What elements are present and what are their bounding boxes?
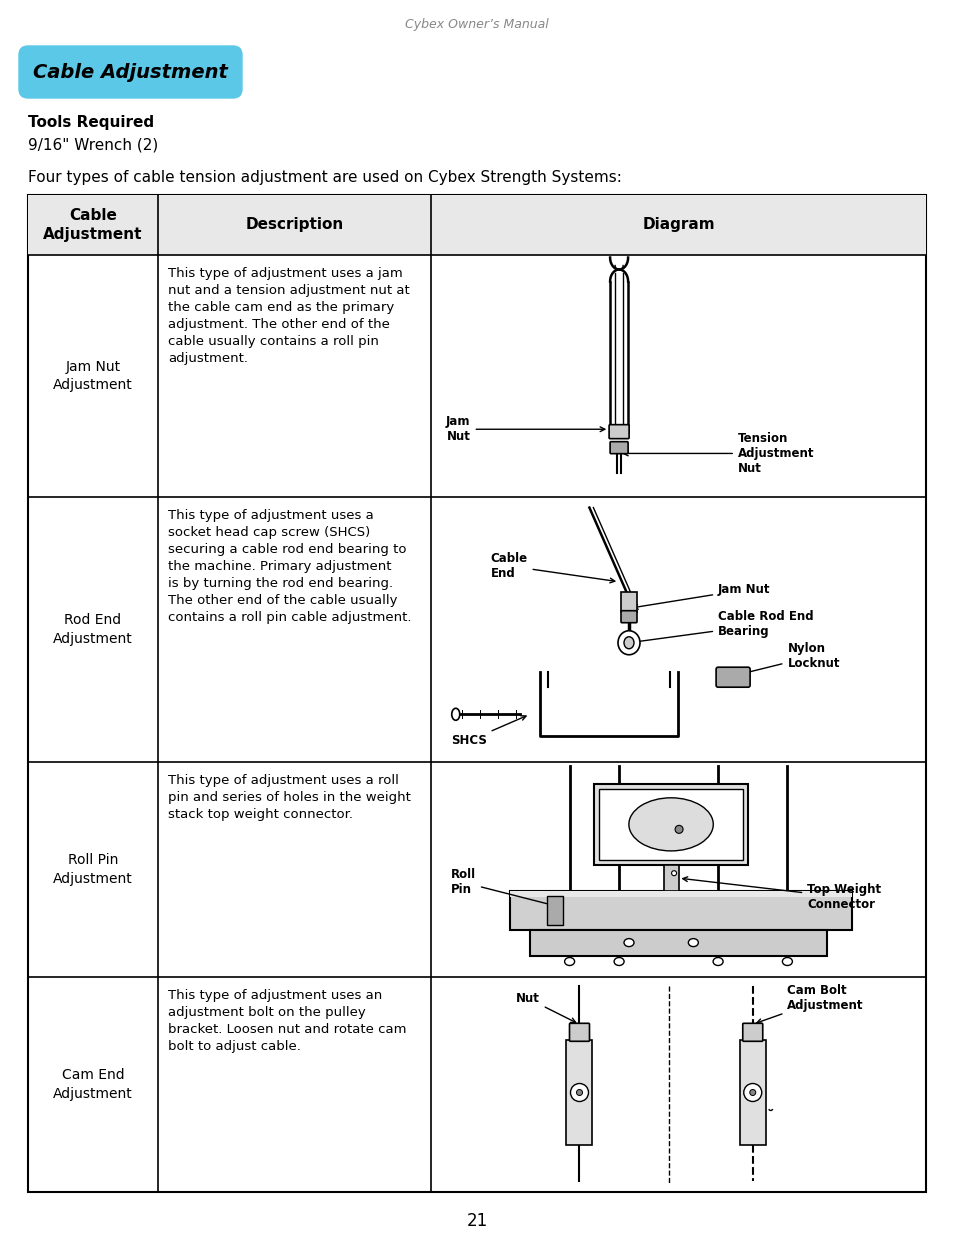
Ellipse shape xyxy=(618,631,639,655)
Bar xyxy=(546,897,562,925)
Text: 21: 21 xyxy=(466,1212,487,1230)
FancyBboxPatch shape xyxy=(742,1024,762,1041)
Text: Jam
Nut: Jam Nut xyxy=(446,415,604,443)
FancyBboxPatch shape xyxy=(620,610,637,622)
Text: Tension
Adjustment
Nut: Tension Adjustment Nut xyxy=(622,432,814,475)
Text: This type of adjustment uses a jam
nut and a tension adjustment nut at
the cable: This type of adjustment uses a jam nut a… xyxy=(168,267,410,366)
Ellipse shape xyxy=(623,637,634,648)
Text: Cable
End: Cable End xyxy=(490,552,614,583)
Text: Rod End
Adjustment: Rod End Adjustment xyxy=(53,614,132,646)
Text: Cybex Owner’s Manual: Cybex Owner’s Manual xyxy=(405,19,548,31)
Bar xyxy=(566,1040,592,1145)
Text: Four types of cable tension adjustment are used on Cybex Strength Systems:: Four types of cable tension adjustment a… xyxy=(28,170,621,185)
Text: Roll
Pin: Roll Pin xyxy=(451,868,559,908)
Text: This type of adjustment uses a roll
pin and series of holes in the weight
stack : This type of adjustment uses a roll pin … xyxy=(168,774,411,821)
Text: Jam Nut
Adjustment: Jam Nut Adjustment xyxy=(53,359,132,393)
FancyBboxPatch shape xyxy=(569,1024,589,1041)
Ellipse shape xyxy=(564,957,574,966)
Text: Jam Nut: Jam Nut xyxy=(633,583,770,609)
Text: Description: Description xyxy=(245,217,343,232)
Text: Cam Bolt
Adjustment: Cam Bolt Adjustment xyxy=(756,984,863,1024)
Bar xyxy=(510,890,851,930)
Ellipse shape xyxy=(671,871,676,876)
Text: Nut: Nut xyxy=(516,992,575,1023)
Bar xyxy=(530,930,826,956)
FancyBboxPatch shape xyxy=(716,667,749,687)
FancyBboxPatch shape xyxy=(610,442,627,453)
Bar xyxy=(739,1040,765,1145)
Bar xyxy=(510,890,851,897)
Text: Cable Rod End
Bearing: Cable Rod End Bearing xyxy=(633,610,813,643)
Ellipse shape xyxy=(749,1089,755,1095)
Text: This type of adjustment uses a
socket head cap screw (SHCS)
securing a cable rod: This type of adjustment uses a socket he… xyxy=(168,509,411,624)
Text: SHCS: SHCS xyxy=(451,716,525,747)
Bar xyxy=(598,788,742,861)
Text: Cable
Adjustment: Cable Adjustment xyxy=(43,207,143,242)
Ellipse shape xyxy=(570,1083,588,1102)
Bar xyxy=(28,195,925,1192)
Text: Tools Required: Tools Required xyxy=(28,115,154,130)
Bar xyxy=(663,866,678,890)
FancyBboxPatch shape xyxy=(19,46,242,98)
Bar xyxy=(620,592,637,611)
Ellipse shape xyxy=(781,957,792,966)
Bar xyxy=(594,783,747,866)
Text: Nylon
Locknut: Nylon Locknut xyxy=(732,642,839,677)
Text: Diagram: Diagram xyxy=(641,217,714,232)
Text: Top Weight
Connector: Top Weight Connector xyxy=(682,877,881,911)
Ellipse shape xyxy=(712,957,722,966)
Text: 9/16" Wrench (2): 9/16" Wrench (2) xyxy=(28,137,158,152)
Ellipse shape xyxy=(576,1089,582,1095)
Text: Cam End
Adjustment: Cam End Adjustment xyxy=(53,1068,132,1100)
Ellipse shape xyxy=(628,798,713,851)
Ellipse shape xyxy=(675,825,682,834)
Bar xyxy=(28,195,925,254)
Text: Roll Pin
Adjustment: Roll Pin Adjustment xyxy=(53,853,132,885)
Text: Cable Adjustment: Cable Adjustment xyxy=(33,63,228,82)
Text: θ: θ xyxy=(729,672,736,682)
Ellipse shape xyxy=(452,709,459,720)
Text: This type of adjustment uses an
adjustment bolt on the pulley
bracket. Loosen nu: This type of adjustment uses an adjustme… xyxy=(168,989,406,1053)
Ellipse shape xyxy=(623,939,634,946)
Ellipse shape xyxy=(743,1083,760,1102)
FancyBboxPatch shape xyxy=(608,425,628,438)
Ellipse shape xyxy=(614,957,623,966)
Ellipse shape xyxy=(688,939,698,946)
